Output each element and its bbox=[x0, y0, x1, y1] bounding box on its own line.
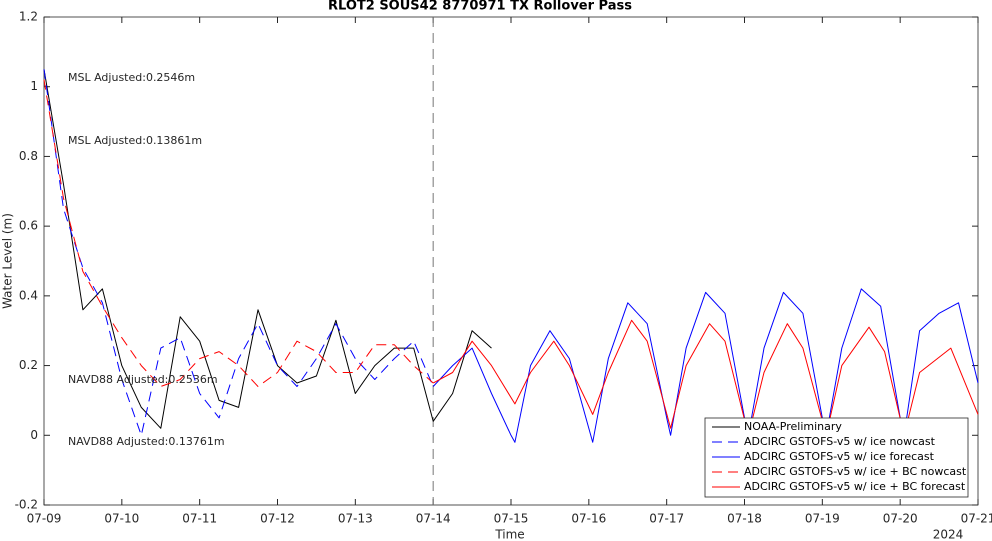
series-line bbox=[432, 288, 979, 443]
series-line bbox=[43, 69, 492, 429]
x-tick-label: 07-17 bbox=[649, 512, 684, 526]
annotation: NAVD88 Adjusted:0.13761m bbox=[68, 435, 225, 448]
x-tick-label: 07-10 bbox=[104, 512, 139, 526]
y-axis-label: Water Level (m) bbox=[1, 213, 15, 309]
series-line bbox=[43, 79, 434, 387]
legend-label: ADCIRC GSTOFS-v5 w/ ice + BC nowcast bbox=[744, 465, 967, 478]
legend-label: ADCIRC GSTOFS-v5 w/ ice nowcast bbox=[744, 435, 936, 448]
series-line bbox=[432, 319, 979, 436]
y-tick-label: 0.6 bbox=[19, 219, 38, 233]
y-tick-label: 0.2 bbox=[19, 358, 38, 372]
y-tick-label: 1 bbox=[30, 79, 38, 93]
y-tick-label: 0 bbox=[30, 428, 38, 442]
x-tick-label: 07-12 bbox=[260, 512, 295, 526]
x-tick-label: 07-14 bbox=[416, 512, 451, 526]
x-axis-label: Time bbox=[494, 528, 524, 541]
series-line bbox=[43, 69, 434, 436]
x-tick-label: 07-09 bbox=[27, 512, 62, 526]
legend-label: ADCIRC GSTOFS-v5 w/ ice forecast bbox=[744, 450, 935, 463]
annotation: NAVD88 Adjusted:0.2536m bbox=[68, 373, 218, 386]
year-label: 2024 bbox=[933, 528, 964, 541]
x-tick-label: 07-19 bbox=[805, 512, 840, 526]
x-tick-label: 07-15 bbox=[494, 512, 529, 526]
legend-label: ADCIRC GSTOFS-v5 w/ ice + BC forecast bbox=[744, 480, 966, 493]
y-tick-label: 0.4 bbox=[19, 288, 38, 302]
x-tick-label: 07-13 bbox=[338, 512, 373, 526]
legend-box bbox=[704, 417, 969, 498]
x-tick-label: 07-18 bbox=[727, 512, 762, 526]
x-tick-label: 07-20 bbox=[883, 512, 918, 526]
x-tick-label: 07-16 bbox=[571, 512, 606, 526]
y-tick-label: 0.8 bbox=[19, 149, 38, 163]
y-tick-label: 1.2 bbox=[19, 10, 38, 24]
x-tick-label: 07-21 bbox=[961, 512, 992, 526]
annotation: MSL Adjusted:0.13861m bbox=[68, 134, 202, 147]
annotation: MSL Adjusted:0.2546m bbox=[68, 71, 195, 84]
legend-label: NOAA-Preliminary bbox=[744, 420, 842, 433]
y-tick-label: -0.2 bbox=[15, 498, 38, 512]
chart-title: RLOT2 SOUS42 8770971 TX Rollover Pass bbox=[328, 0, 632, 14]
x-tick-label: 07-11 bbox=[182, 512, 217, 526]
